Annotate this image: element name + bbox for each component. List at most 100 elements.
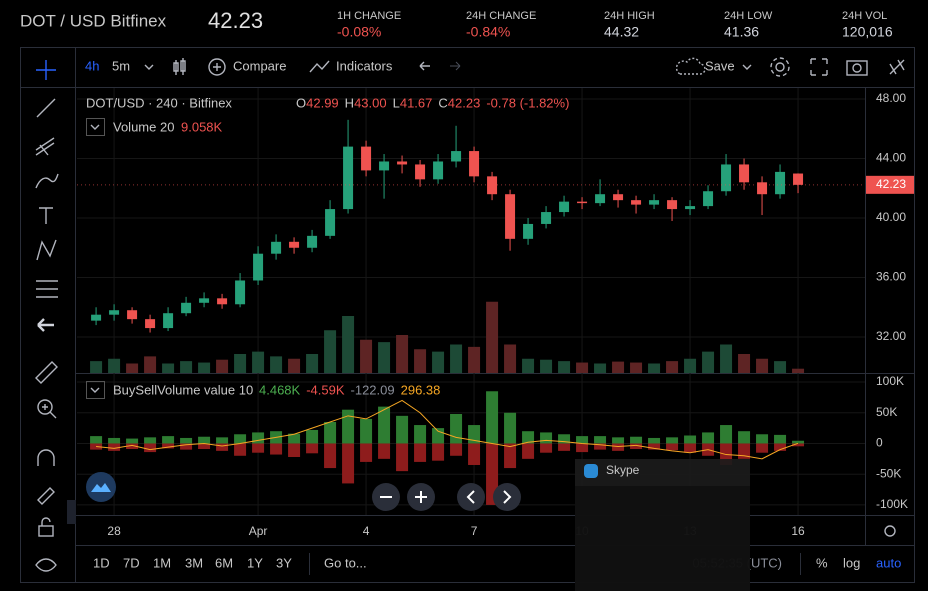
- interval[interactable]: 4h: [85, 58, 99, 73]
- candle-icon[interactable]: [173, 58, 186, 75]
- candle-body: [307, 235, 318, 248]
- buysell-bar: [288, 443, 301, 458]
- range-button[interactable]: 1Y: [247, 555, 263, 570]
- collapse-handle[interactable]: [67, 500, 76, 524]
- buysell-bar: [630, 436, 643, 444]
- volume-bar: [414, 349, 427, 373]
- buysell-bar: [612, 437, 625, 444]
- volume-bar: [648, 363, 661, 373]
- left-icon: [466, 490, 475, 504]
- fullscreen-icon[interactable]: [810, 58, 828, 76]
- candle-body: [775, 171, 786, 195]
- buysell-bar: [558, 443, 571, 451]
- interval[interactable]: 5m: [112, 58, 130, 73]
- axis-settings[interactable]: [884, 525, 896, 537]
- lock-tool[interactable]: [38, 525, 54, 537]
- candle-body: [343, 146, 354, 210]
- buysell-bar: [414, 425, 427, 444]
- range-button[interactable]: 3Y: [276, 555, 292, 570]
- volume-bar: [702, 351, 715, 373]
- candle-body: [793, 173, 804, 185]
- candle-body: [145, 319, 156, 329]
- volume-bar: [468, 346, 481, 373]
- candle-body: [523, 223, 534, 239]
- percent-button[interactable]: %: [816, 555, 828, 570]
- candle-body: [541, 212, 552, 224]
- volume-bar: [90, 361, 103, 373]
- settings-icon[interactable]: [770, 57, 790, 77]
- zoom-tool[interactable]: [42, 404, 57, 419]
- volume-bar: [576, 362, 589, 373]
- tool-icon[interactable]: [889, 59, 905, 75]
- collapse-button[interactable]: [86, 381, 105, 399]
- logo-button[interactable]: [86, 472, 116, 502]
- settings-icon[interactable]: [775, 62, 785, 72]
- prediction-tool[interactable]: [36, 280, 58, 298]
- save-button[interactable]: Save: [705, 58, 735, 73]
- y2-tick-label: 50K: [876, 405, 897, 419]
- text-tool[interactable]: [39, 207, 53, 224]
- buysell-bar: [396, 443, 409, 472]
- zoom-tool[interactable]: [37, 399, 53, 415]
- buysell-bar: [594, 443, 607, 450]
- dropdown-icon[interactable]: [742, 64, 752, 70]
- magnet-tool[interactable]: [37, 449, 55, 466]
- collapse-icon[interactable]: [90, 124, 100, 130]
- collapse-icon[interactable]: [90, 387, 100, 393]
- volume-bar: [126, 363, 139, 373]
- compare-icon[interactable]: [213, 63, 221, 71]
- back-tool[interactable]: [37, 318, 54, 332]
- volume-bar: [198, 362, 211, 373]
- indicators-button[interactable]: Indicators: [336, 58, 393, 73]
- crosshair-tool[interactable]: [36, 60, 56, 80]
- lock-draw-tool[interactable]: [37, 487, 55, 505]
- range-button[interactable]: 1M: [153, 555, 171, 570]
- ohlc-value: 42.99: [306, 95, 339, 110]
- scroll-right-button[interactable]: [493, 483, 521, 511]
- collapse-button[interactable]: [86, 118, 105, 136]
- volume-bar: [162, 363, 175, 373]
- buysell-bar: [702, 432, 715, 444]
- goto-button[interactable]: Go to...: [324, 555, 367, 570]
- buysell-bar: [234, 434, 247, 444]
- fib-tool[interactable]: [35, 137, 55, 156]
- frame: [20, 47, 915, 583]
- volume-bar: [612, 361, 625, 373]
- auto-button[interactable]: auto: [876, 555, 901, 570]
- y-tick-label: 32.00: [876, 329, 906, 343]
- volume-bar: [738, 354, 751, 373]
- compare-button[interactable]: Compare: [233, 58, 286, 73]
- pattern-tool[interactable]: [36, 239, 57, 261]
- trend-line-tool[interactable]: [36, 98, 56, 118]
- plus-icon: [415, 491, 427, 503]
- scroll-left-button[interactable]: [457, 483, 485, 511]
- buysell-bar: [522, 431, 535, 444]
- candle-body: [379, 161, 390, 171]
- buysell-bar: [648, 443, 661, 450]
- log-button[interactable]: log: [843, 555, 860, 570]
- lock-tool[interactable]: [41, 517, 51, 526]
- screenshot-icon[interactable]: [852, 63, 862, 73]
- right-icon: [503, 490, 512, 504]
- screenshot-icon[interactable]: [846, 60, 868, 76]
- range-button[interactable]: 6M: [215, 555, 233, 570]
- indicators-icon[interactable]: [309, 60, 330, 73]
- last-price: 42.23: [208, 8, 263, 33]
- buysell-bar: [738, 443, 751, 459]
- candle-body: [415, 164, 426, 180]
- range-button[interactable]: 7D: [123, 555, 140, 570]
- visibility-tool[interactable]: [35, 558, 57, 572]
- volume-bar: [270, 356, 283, 373]
- compare-icon[interactable]: [208, 58, 226, 76]
- dropdown-icon[interactable]: [144, 64, 154, 70]
- y2-tick-label: -100K: [876, 497, 908, 511]
- buysell-bar: [792, 440, 805, 444]
- range-button[interactable]: 3M: [185, 555, 203, 570]
- buysell-bar: [540, 432, 553, 444]
- range-button[interactable]: 1D: [93, 555, 110, 570]
- ruler-tool[interactable]: [35, 361, 58, 384]
- brush-tool[interactable]: [35, 173, 59, 189]
- candle-body: [649, 200, 660, 205]
- undo-icon[interactable]: [419, 61, 430, 71]
